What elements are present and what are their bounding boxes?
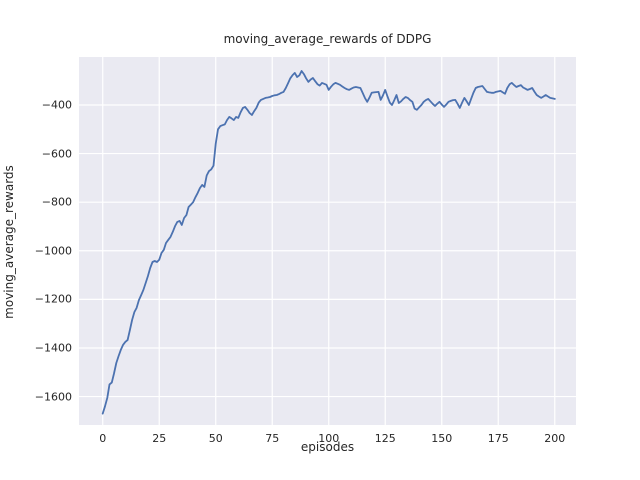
x-tick-label: 100 [318, 432, 340, 445]
data-line-moving_average_rewards [101, 70, 556, 415]
x-tick-label: 175 [487, 432, 509, 445]
y-axis-label: moving_average_rewards [2, 165, 16, 319]
y-tick-label: −1600 [34, 390, 72, 404]
x-tick-label: 50 [208, 432, 223, 445]
chart-title: moving_average_rewards of DDPG [223, 32, 432, 46]
y-tick-label: −800 [41, 195, 72, 209]
x-axis-label: episodes [300, 440, 355, 454]
x-tick-label: 25 [152, 432, 167, 445]
x-tick-label: 150 [431, 432, 453, 445]
y-tick-label: −400 [41, 98, 72, 112]
y-tick-label: −1200 [34, 292, 72, 306]
x-tick-label: 125 [374, 432, 396, 445]
x-tick-label: 75 [265, 432, 280, 445]
y-tick-label: −600 [41, 147, 72, 161]
x-tick-label: 0 [99, 432, 107, 445]
x-tick-label: 200 [544, 432, 566, 445]
y-tick-label: −1000 [34, 244, 72, 258]
y-tick-label: −1400 [34, 341, 72, 355]
plot-area [79, 57, 576, 425]
